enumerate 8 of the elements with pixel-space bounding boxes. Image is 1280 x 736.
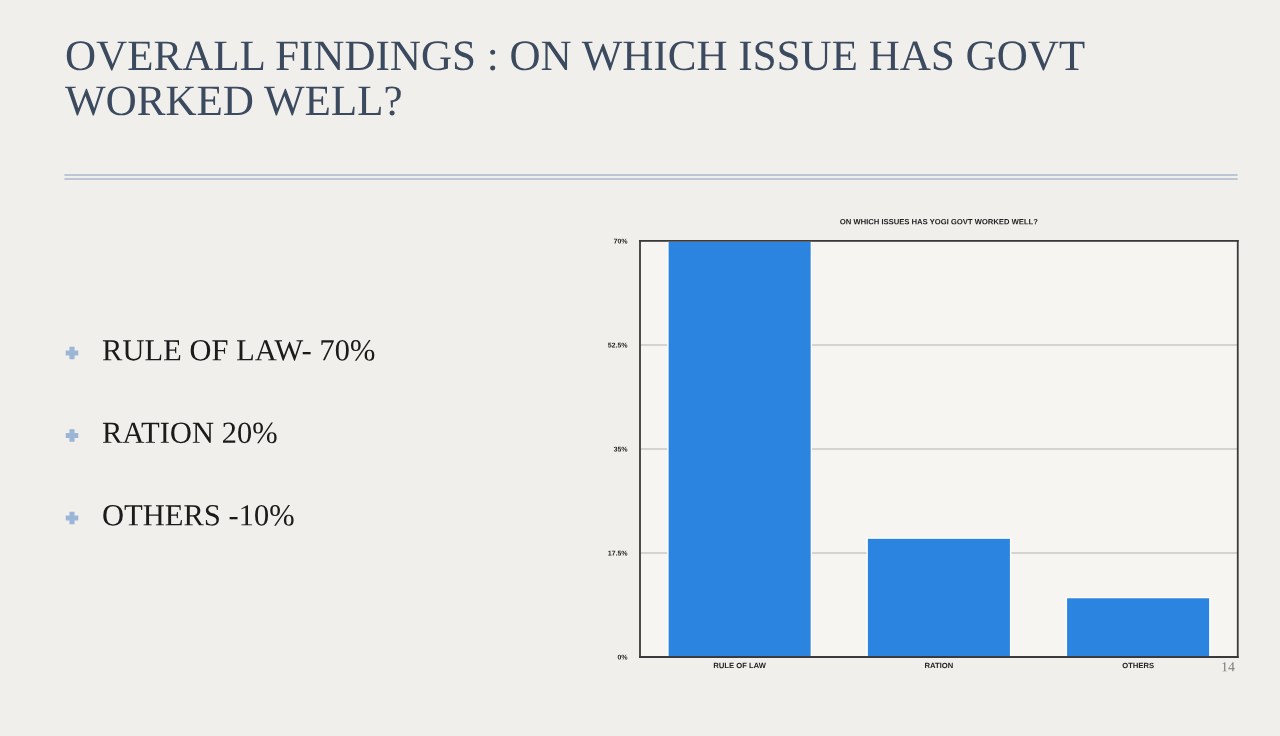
bar [866,537,1012,658]
text: 14 [1222,662,1235,672]
chart-title: OVERALL FINDINGS : ON WHICH ISSUE HAS GOVT WORKED WELL? [65,41,1085,116]
bar [667,240,813,658]
text: OTHERS -10% [103,505,294,526]
text: RULE OF LAW- 70% [102,340,375,361]
bar [1065,596,1211,658]
text: RATION 20% [102,422,277,444]
